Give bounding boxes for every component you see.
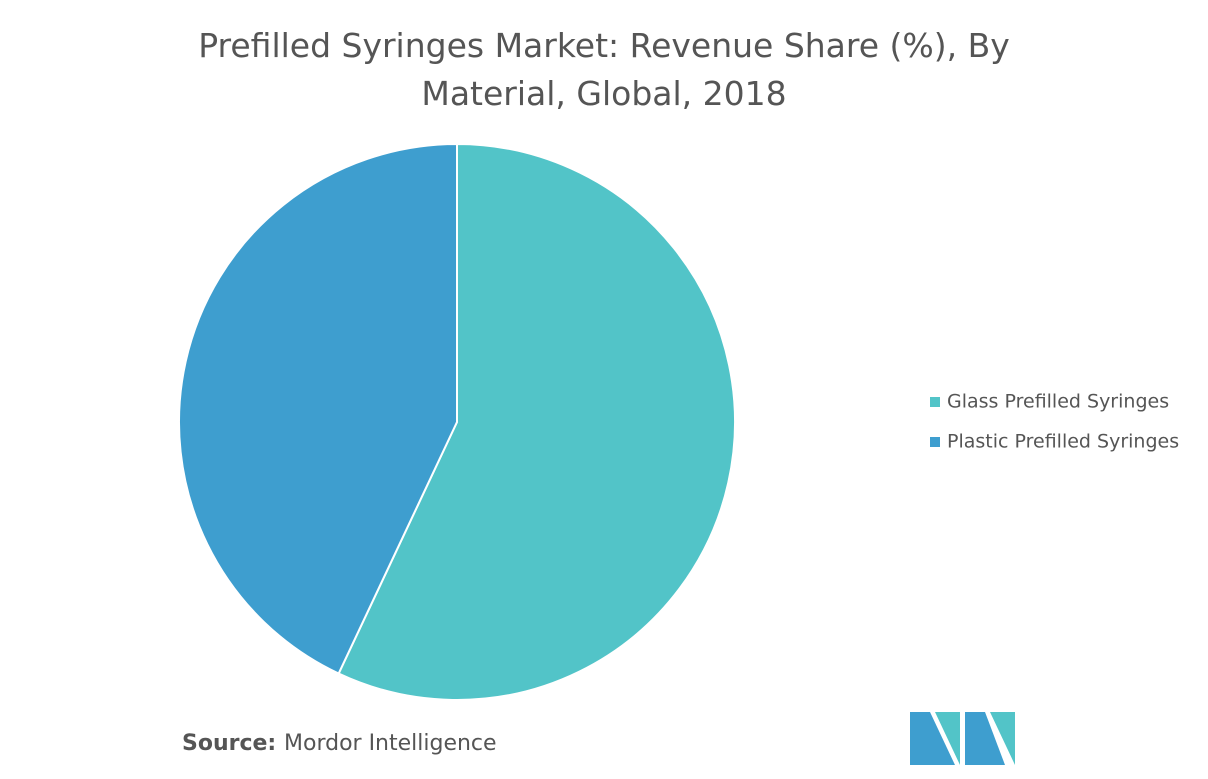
- legend-swatch: [930, 397, 940, 407]
- logo-shape: [965, 712, 1005, 765]
- source-label: Source:: [182, 731, 276, 756]
- logo-shape: [990, 712, 1015, 765]
- logo: [910, 712, 1015, 765]
- legend-swatch: [930, 437, 940, 447]
- logo-shape: [910, 712, 955, 765]
- source: Mordor Intelligence: [284, 731, 497, 756]
- pie-slice: [177, 142, 458, 675]
- pie-slice: [337, 142, 736, 701]
- chart-title: Prefilled Syringes Market: Revenue Share…: [198, 26, 1010, 113]
- logo-shape: [935, 712, 960, 765]
- legend-label: Plastic Prefilled Syringes: [947, 431, 1179, 453]
- legend-label: Glass Prefilled Syringes: [947, 391, 1169, 413]
